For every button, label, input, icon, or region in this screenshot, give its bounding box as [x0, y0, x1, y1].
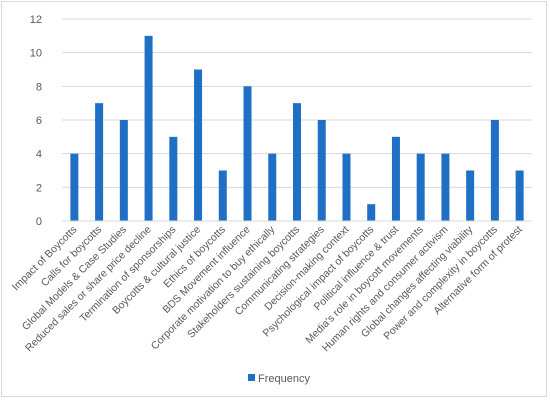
bar	[515, 170, 524, 221]
y-tick-label: 12	[30, 14, 42, 26]
bar	[490, 120, 499, 221]
legend-swatch-frequency	[248, 374, 255, 381]
bars	[70, 35, 524, 222]
bar	[144, 35, 153, 222]
bar	[342, 153, 351, 221]
bar	[268, 153, 277, 221]
y-tick-label: 6	[36, 115, 42, 127]
bar	[367, 204, 376, 221]
bar	[293, 103, 301, 221]
bar	[119, 120, 128, 221]
bar	[416, 153, 425, 221]
y-tick-label: 4	[36, 149, 42, 161]
bar	[441, 153, 450, 221]
bar	[391, 136, 400, 221]
y-tick-label: 2	[36, 182, 42, 194]
bar	[218, 170, 227, 221]
x-category-label: Global Models & Case Studies	[20, 224, 129, 333]
bar	[70, 153, 79, 221]
legend-label-frequency: Frequency	[258, 373, 310, 385]
y-axis-tick-labels: 0 2 4 6 8 10 12	[30, 14, 42, 228]
y-tick-label: 8	[36, 81, 42, 93]
bar	[95, 103, 104, 221]
legend: Frequency	[248, 373, 310, 385]
y-tick-label: 0	[36, 216, 42, 228]
bar	[194, 69, 203, 221]
bar	[317, 120, 326, 221]
gridlines	[62, 18, 532, 188]
bar	[243, 86, 252, 221]
y-tick-label: 10	[30, 48, 42, 60]
bar	[466, 170, 475, 221]
bar	[169, 136, 178, 221]
